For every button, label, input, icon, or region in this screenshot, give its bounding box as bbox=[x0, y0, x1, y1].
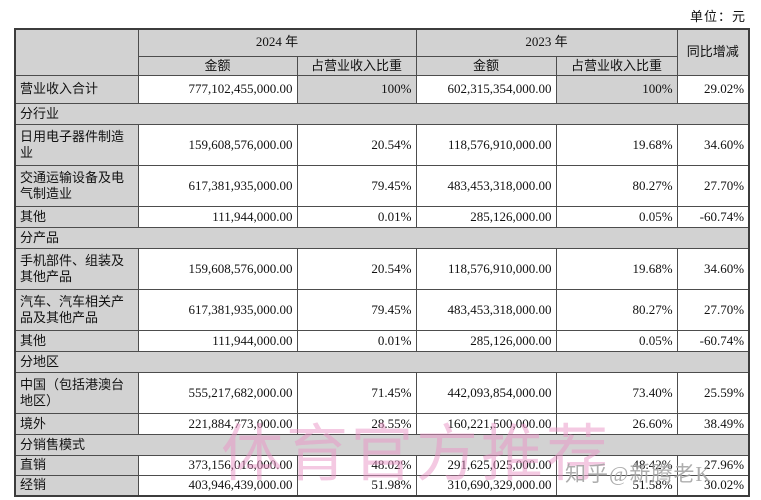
header-empty-cell bbox=[14, 28, 139, 77]
table-row: 其他 111,944,000.00 0.01% 285,126,000.00 0.05%… bbox=[14, 206, 750, 229]
amount-2024: 159,608,576,000.00 bbox=[137, 248, 298, 291]
table-row: 其他 111,944,000.00 0.01% 285,126,000.00 0.05%… bbox=[14, 330, 750, 353]
table-row: 中国（包括港澳台地区） 555,217,682,000.00 71.45% 442,0… bbox=[14, 372, 750, 415]
row-label: 境外 bbox=[14, 413, 139, 436]
amount-2023: 483,453,318,000.00 bbox=[415, 289, 557, 332]
amount-2024: 111,944,000.00 bbox=[137, 206, 298, 229]
section-row: 分产品 bbox=[14, 227, 750, 250]
pct-2023: 100% bbox=[555, 75, 678, 105]
header-year-2023: 2023 年 bbox=[415, 28, 678, 57]
row-label: 其他 bbox=[14, 206, 139, 229]
pct-2024: 48.02% bbox=[296, 455, 417, 477]
pct-2024: 79.45% bbox=[296, 165, 417, 208]
amount-2023: 310,690,329,000.00 bbox=[415, 475, 557, 497]
pct-2023: 51.58% bbox=[555, 475, 678, 497]
table-body: 营业收入合计 777,102,455,000.00 100% 602,315,354,… bbox=[14, 75, 750, 497]
pct-2023: 26.60% bbox=[555, 413, 678, 436]
amount-2024: 111,944,000.00 bbox=[137, 330, 298, 353]
header-pct-2023: 占营业收入比重 bbox=[555, 55, 678, 77]
row-label: 营业收入合计 bbox=[14, 75, 139, 105]
yoy-change: 29.02% bbox=[676, 75, 750, 105]
yoy-change: 30.02% bbox=[676, 475, 750, 497]
row-label: 中国（包括港澳台地区） bbox=[14, 372, 139, 415]
amount-2023: 160,221,500,000.00 bbox=[415, 413, 557, 436]
row-label: 其他 bbox=[14, 330, 139, 353]
row-label: 汽车、汽车相关产品及其他产品 bbox=[14, 289, 139, 332]
amount-2023: 291,625,025,000.00 bbox=[415, 455, 557, 477]
table-row: 交通运输设备及电气制造业 617,381,935,000.00 79.45% 483,… bbox=[14, 165, 750, 208]
unit-label: 单位：元 bbox=[689, 9, 746, 24]
header-year-2024: 2024 年 bbox=[137, 28, 417, 57]
pct-2023: 80.27% bbox=[555, 289, 678, 332]
table-row: 手机部件、组装及其他产品 159,608,576,000.00 20.54% 118,… bbox=[14, 248, 750, 291]
row-label: 直销 bbox=[14, 455, 139, 477]
header-yoy-change: 同比增减 bbox=[676, 28, 750, 77]
pct-2023: 80.27% bbox=[555, 165, 678, 208]
yoy-change: 27.70% bbox=[676, 289, 750, 332]
pct-2024: 0.01% bbox=[296, 330, 417, 353]
amount-2024: 555,217,682,000.00 bbox=[137, 372, 298, 415]
amount-2023: 118,576,910,000.00 bbox=[415, 248, 557, 291]
pct-2024: 28.55% bbox=[296, 413, 417, 436]
section-row: 分销售模式 bbox=[14, 434, 750, 457]
row-label: 手机部件、组装及其他产品 bbox=[14, 248, 139, 291]
section-row: 分行业 bbox=[14, 103, 750, 126]
section-label: 分销售模式 bbox=[14, 434, 750, 457]
yoy-change: 34.60% bbox=[676, 248, 750, 291]
amount-2024: 221,884,773,000.00 bbox=[137, 413, 298, 436]
pct-2023: 19.68% bbox=[555, 124, 678, 167]
table-row: 境外 221,884,773,000.00 28.55% 160,221,500,00… bbox=[14, 413, 750, 436]
header-amount-2023: 金额 bbox=[415, 55, 557, 77]
amount-2024: 617,381,935,000.00 bbox=[137, 165, 298, 208]
yoy-change: 34.60% bbox=[676, 124, 750, 167]
table-row: 营业收入合计 777,102,455,000.00 100% 602,315,354,… bbox=[14, 75, 750, 105]
revenue-breakdown-table: 2024 年 2023 年 同比增减 金额 占营业收入比重 金额 占营业收入比重… bbox=[14, 28, 751, 498]
pct-2023: 0.05% bbox=[555, 330, 678, 353]
amount-2023: 602,315,354,000.00 bbox=[415, 75, 557, 105]
pct-2024: 71.45% bbox=[296, 372, 417, 415]
row-label: 日用电子器件制造业 bbox=[14, 124, 139, 167]
yoy-change: 27.96% bbox=[676, 455, 750, 477]
section-label: 分地区 bbox=[14, 351, 750, 374]
pct-2023: 0.05% bbox=[555, 206, 678, 229]
pct-2024: 0.01% bbox=[296, 206, 417, 229]
amount-2024: 617,381,935,000.00 bbox=[137, 289, 298, 332]
header-row-years: 2024 年 2023 年 同比增减 bbox=[14, 28, 750, 77]
yoy-change: 38.49% bbox=[676, 413, 750, 436]
row-label: 交通运输设备及电气制造业 bbox=[14, 165, 139, 208]
pct-2024: 100% bbox=[296, 75, 417, 105]
pct-2024: 79.45% bbox=[296, 289, 417, 332]
yoy-change: 27.70% bbox=[676, 165, 750, 208]
yoy-change: 25.59% bbox=[676, 372, 750, 415]
yoy-change: -60.74% bbox=[676, 330, 750, 353]
header-row-measures: 金额 占营业收入比重 金额 占营业收入比重 bbox=[15, 55, 749, 77]
yoy-change: -60.74% bbox=[676, 206, 750, 229]
pct-2024: 51.98% bbox=[296, 475, 417, 497]
table-row: 直销 373,156,016,000.00 48.02% 291,625,025,00… bbox=[14, 455, 750, 477]
amount-2023: 118,576,910,000.00 bbox=[415, 124, 557, 167]
section-label: 分行业 bbox=[14, 103, 750, 126]
pct-2023: 48.42% bbox=[555, 455, 678, 477]
amount-2023: 483,453,318,000.00 bbox=[415, 165, 557, 208]
amount-2024: 777,102,455,000.00 bbox=[137, 75, 298, 105]
amount-2024: 403,946,439,000.00 bbox=[137, 475, 298, 497]
section-label: 分产品 bbox=[14, 227, 750, 250]
pct-2024: 20.54% bbox=[296, 124, 417, 167]
table-row: 日用电子器件制造业 159,608,576,000.00 20.54% 118,576… bbox=[14, 124, 750, 167]
amount-2023: 442,093,854,000.00 bbox=[415, 372, 557, 415]
row-label: 经销 bbox=[14, 475, 139, 497]
amount-2024: 159,608,576,000.00 bbox=[137, 124, 298, 167]
table-row: 汽车、汽车相关产品及其他产品 617,381,935,000.00 79.45% 48… bbox=[14, 289, 750, 332]
header-amount-2024: 金额 bbox=[137, 55, 298, 77]
pct-2023: 19.68% bbox=[555, 248, 678, 291]
table-row: 经销 403,946,439,000.00 51.98% 310,690,329,00… bbox=[14, 475, 750, 497]
pct-2023: 73.40% bbox=[555, 372, 678, 415]
section-row: 分地区 bbox=[14, 351, 750, 374]
amount-2024: 373,156,016,000.00 bbox=[137, 455, 298, 477]
pct-2024: 20.54% bbox=[296, 248, 417, 291]
amount-2023: 285,126,000.00 bbox=[415, 330, 557, 353]
amount-2023: 285,126,000.00 bbox=[415, 206, 557, 229]
header-pct-2024: 占营业收入比重 bbox=[296, 55, 417, 77]
